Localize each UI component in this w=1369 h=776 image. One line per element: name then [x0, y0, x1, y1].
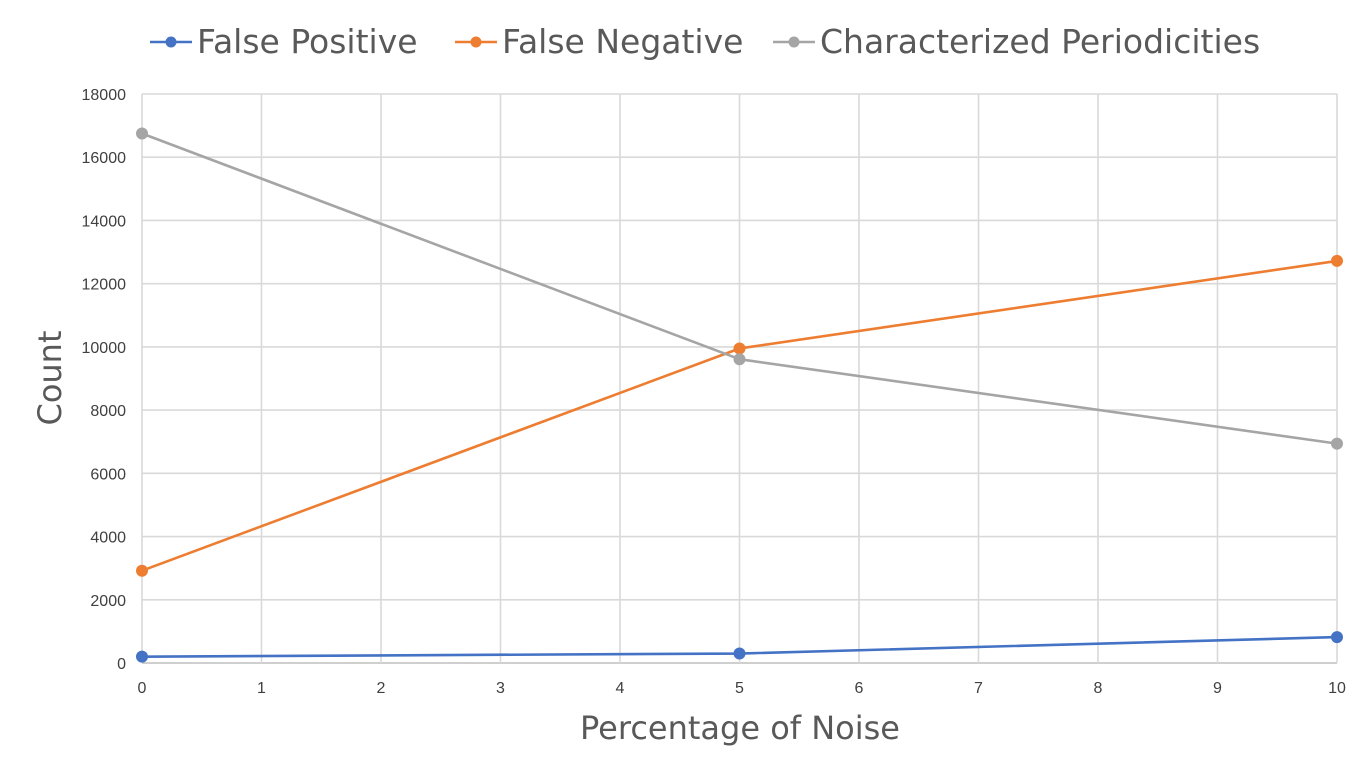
data-point-characterized-periodicities: [136, 127, 148, 140]
legend-item-characterized-periodicities: Characterized Periodicities: [773, 22, 1260, 61]
x-tick-label: 10: [1328, 680, 1346, 697]
y-tick-label: 12000: [82, 277, 127, 294]
series-characterized-periodicities: [136, 127, 1343, 450]
series-false-positive: [136, 631, 1343, 663]
data-point-false-negative: [1331, 254, 1343, 267]
y-tick-label: 10000: [82, 340, 127, 357]
legend-item-false-negative: False Negative: [455, 22, 743, 61]
legend-label: False Negative: [502, 22, 743, 61]
data-point-false-positive: [733, 647, 746, 660]
chart-legend: False Positive False Negative Characterize…: [150, 22, 1260, 61]
x-tick-label: 2: [377, 680, 386, 697]
chart-grid: [141, 93, 1338, 664]
legend-label: Characterized Periodicities: [820, 22, 1260, 61]
data-point-characterized-periodicities: [733, 353, 746, 366]
y-tick-label: 6000: [90, 466, 126, 483]
y-tick-label: 8000: [90, 403, 126, 420]
data-point-false-negative: [136, 564, 148, 577]
y-tick-label: 14000: [82, 213, 127, 230]
y-tick-label: 16000: [82, 150, 127, 167]
y-tick-label: 2000: [90, 593, 126, 610]
x-tick-label: 1: [257, 680, 266, 697]
x-tick-label: 8: [1094, 680, 1103, 697]
x-tick-label: 5: [735, 680, 744, 697]
data-point-false-positive: [1331, 631, 1343, 644]
y-axis-title: Count: [31, 330, 69, 425]
chart-series: [136, 127, 1343, 663]
y-tick-label: 0: [117, 656, 126, 673]
y-tick-label: 18000: [82, 87, 127, 104]
data-point-false-negative: [733, 342, 746, 355]
x-tick-label: 6: [855, 680, 864, 697]
x-axis-ticks: 0 1 2 3 4 5 6 7 8 9 10: [138, 680, 1346, 697]
legend-swatch-marker: [165, 36, 177, 48]
y-tick-label: 4000: [90, 530, 126, 547]
x-tick-label: 3: [496, 680, 505, 697]
legend-label: False Positive: [197, 22, 418, 61]
x-tick-label: 9: [1213, 680, 1222, 697]
legend-swatch-marker: [470, 36, 482, 48]
x-tick-label: 7: [974, 680, 983, 697]
data-point-characterized-periodicities: [1331, 437, 1343, 450]
legend-swatch-marker: [788, 36, 800, 48]
data-point-false-positive: [136, 650, 148, 663]
y-axis-ticks: 0 2000 4000 6000 8000 10000 12000 14000 16000 180…: [82, 87, 127, 673]
x-axis-title: Percentage of Noise: [580, 709, 900, 747]
x-tick-label: 4: [616, 680, 625, 697]
legend-item-false-positive: False Positive: [150, 22, 418, 61]
x-tick-label: 0: [138, 680, 147, 697]
